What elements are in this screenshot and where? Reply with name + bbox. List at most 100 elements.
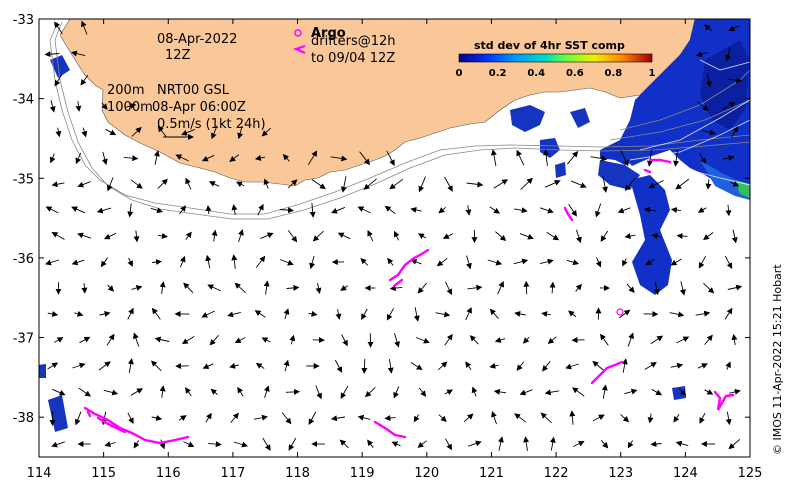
current-vector — [178, 415, 187, 421]
current-vector — [695, 310, 711, 317]
current-vector — [539, 258, 554, 265]
current-vector — [281, 412, 292, 425]
current-vector — [384, 415, 396, 421]
current-vector — [106, 333, 115, 346]
current-vector — [389, 285, 403, 292]
current-vector — [208, 441, 222, 448]
current-vector — [600, 230, 609, 242]
current-vector — [703, 282, 715, 294]
current-vector — [497, 436, 504, 451]
current-vector — [231, 254, 238, 269]
current-vector — [255, 255, 266, 268]
current-vector — [722, 102, 736, 110]
current-vector — [96, 207, 112, 214]
current-vector — [490, 149, 497, 166]
current-vector — [51, 231, 65, 240]
current-vectors — [44, 20, 743, 451]
drifter-legend-marker — [292, 44, 306, 55]
current-vector — [339, 439, 349, 449]
current-vector — [261, 127, 271, 137]
current-vector — [106, 177, 114, 192]
current-vector — [620, 414, 630, 423]
current-vector — [413, 307, 420, 322]
current-vector — [541, 311, 551, 318]
current-vector — [308, 411, 317, 425]
current-vector — [544, 389, 560, 396]
current-vector — [675, 178, 690, 190]
current-vector — [437, 361, 448, 371]
current-vector — [491, 410, 497, 425]
current-vector — [334, 359, 343, 373]
current-vector — [644, 361, 657, 370]
current-vector — [626, 283, 635, 293]
current-vector — [595, 203, 602, 218]
current-vector — [71, 206, 86, 214]
current-vector — [546, 231, 560, 241]
current-vector — [540, 412, 552, 424]
current-vector — [340, 285, 349, 291]
current-vector — [523, 436, 530, 451]
current-vector — [45, 259, 60, 266]
current-vector — [51, 181, 65, 188]
current-vector — [549, 436, 556, 451]
current-vector — [697, 363, 708, 369]
current-vector — [727, 284, 743, 291]
current-vector — [705, 73, 712, 88]
current-vector — [704, 334, 713, 345]
depth-200-label: 200m — [107, 83, 144, 98]
colorbar-tick-label: 0.2 — [489, 68, 507, 79]
colorbar-tick-label: 0.6 — [566, 68, 584, 79]
lon-tick-label: 117 — [220, 466, 245, 481]
current-vector — [52, 388, 66, 396]
current-vector — [185, 231, 192, 240]
current-vector — [728, 439, 740, 450]
current-vector — [678, 388, 687, 396]
current-vector — [410, 362, 423, 371]
current-vector — [704, 24, 713, 32]
lon-tick-label: 119 — [350, 466, 375, 481]
current-vector — [651, 388, 663, 396]
current-vector — [418, 387, 427, 397]
lon-tick-label: 125 — [738, 466, 763, 481]
current-vector — [698, 255, 706, 269]
current-vector — [493, 388, 507, 395]
current-vector — [181, 128, 196, 136]
current-vector — [75, 152, 82, 165]
current-vector — [393, 386, 400, 399]
current-vector — [227, 311, 241, 318]
current-vector — [47, 311, 59, 317]
current-vector — [410, 259, 422, 265]
current-vector — [233, 441, 248, 448]
current-vector — [54, 74, 63, 87]
current-vector — [731, 229, 738, 244]
current-vector — [595, 257, 602, 268]
current-vector — [315, 385, 322, 400]
current-vector — [185, 177, 192, 190]
current-vector — [77, 181, 91, 188]
current-vector — [647, 413, 654, 424]
current-vector — [394, 333, 400, 348]
current-vector — [311, 179, 326, 190]
current-vector — [696, 101, 709, 111]
current-vector — [44, 51, 60, 58]
current-vector — [729, 388, 741, 395]
current-vector — [514, 413, 527, 423]
current-vector — [673, 413, 680, 423]
colorbar-tick-label: 1 — [649, 68, 656, 79]
isobath-contours — [49, 21, 750, 220]
current-vector — [133, 332, 140, 347]
current-vector — [263, 385, 270, 398]
current-vector — [340, 176, 347, 193]
current-vector — [445, 438, 452, 451]
current-vector — [81, 127, 88, 138]
current-vector — [601, 384, 608, 399]
current-vector — [669, 311, 685, 318]
current-vector — [179, 255, 186, 268]
current-vector — [494, 337, 506, 343]
current-vector — [701, 129, 716, 136]
current-vector — [676, 336, 690, 344]
current-vector — [79, 336, 91, 344]
current-vector — [670, 362, 684, 369]
current-vector — [645, 258, 655, 266]
